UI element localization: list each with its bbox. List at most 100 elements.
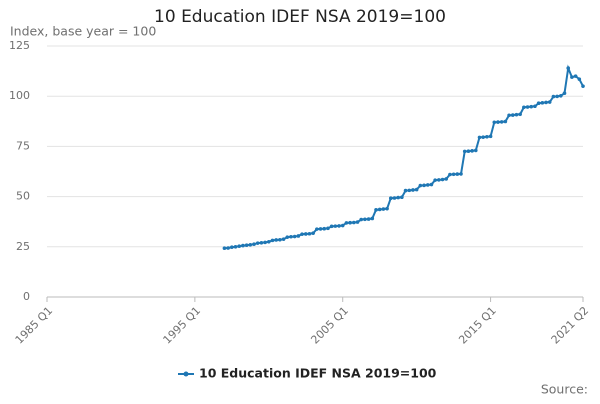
- point: [462, 149, 467, 154]
- x-tick-label: 2015 Q1: [456, 304, 499, 347]
- chart-title: 10 Education IDEF NSA 2019=100: [154, 7, 446, 27]
- point: [237, 244, 242, 248]
- x-tick-label: 1995 Q1: [161, 304, 204, 347]
- point: [470, 149, 474, 153]
- point: [359, 217, 364, 222]
- y-tick-label: 100: [9, 89, 30, 102]
- point: [407, 188, 412, 193]
- x-tick-label: 1985 Q1: [13, 304, 56, 347]
- point: [503, 119, 508, 124]
- point: [466, 149, 471, 154]
- point: [437, 178, 441, 182]
- point: [278, 237, 282, 242]
- point: [352, 220, 356, 225]
- point: [492, 120, 497, 125]
- point: [318, 227, 323, 231]
- point: [329, 224, 334, 229]
- point: [344, 221, 349, 225]
- source: Source:: [541, 382, 588, 397]
- point: [518, 112, 522, 117]
- point: [377, 207, 382, 212]
- point: [263, 240, 267, 245]
- point: [230, 245, 234, 250]
- point: [488, 134, 493, 139]
- point: [385, 206, 389, 211]
- point: [555, 94, 559, 99]
- point: [451, 172, 456, 177]
- point: [440, 177, 445, 182]
- point: [536, 101, 541, 106]
- legend-label: 10 Education IDEF NSA 2019=100: [199, 366, 437, 381]
- point: [547, 100, 552, 104]
- point: [422, 183, 426, 188]
- point: [388, 196, 393, 201]
- point: [559, 93, 563, 98]
- point: [303, 232, 308, 236]
- point: [226, 246, 230, 250]
- point: [270, 238, 275, 243]
- point: [355, 220, 360, 224]
- point: [241, 243, 245, 248]
- point: [255, 241, 260, 245]
- point: [285, 235, 290, 239]
- point: [311, 231, 315, 235]
- point: [400, 195, 404, 200]
- point: [414, 187, 419, 192]
- point: [370, 216, 375, 221]
- point: [481, 135, 485, 139]
- y-axis-label: Index, base year = 100: [10, 24, 156, 39]
- point: [573, 74, 578, 78]
- point: [581, 84, 585, 88]
- point: [340, 223, 345, 228]
- point: [448, 172, 452, 177]
- point: [577, 77, 582, 81]
- point: [266, 239, 271, 244]
- point: [392, 196, 397, 200]
- point: [459, 172, 463, 176]
- point: [259, 240, 264, 245]
- point: [485, 134, 489, 139]
- point: [381, 207, 386, 211]
- legend-marker: [183, 371, 189, 377]
- point: [396, 195, 400, 200]
- point: [514, 112, 519, 117]
- point: [499, 120, 504, 124]
- y-tick-label: 25: [16, 240, 30, 253]
- point: [507, 113, 511, 118]
- point: [477, 135, 482, 140]
- y-tick-label: 0: [23, 290, 30, 303]
- point: [403, 188, 408, 193]
- point: [540, 101, 545, 105]
- point: [348, 220, 352, 225]
- point: [429, 182, 434, 187]
- point: [533, 104, 537, 109]
- point: [529, 104, 534, 109]
- point: [455, 172, 460, 176]
- point: [337, 224, 341, 228]
- point: [562, 91, 567, 95]
- point: [366, 217, 371, 221]
- point: [510, 113, 515, 117]
- point: [289, 234, 293, 239]
- point: [307, 231, 312, 236]
- point: [244, 243, 249, 247]
- x-tick-label: 2021 Q2: [549, 304, 592, 347]
- point: [411, 188, 415, 192]
- point: [474, 148, 478, 153]
- point: [315, 227, 319, 231]
- point: [281, 237, 286, 241]
- point: [570, 75, 574, 79]
- point: [551, 94, 556, 99]
- point: [566, 66, 571, 70]
- line: [224, 64, 584, 250]
- y-tick-label: 125: [9, 39, 30, 52]
- point: [444, 177, 449, 181]
- point: [374, 208, 378, 212]
- x-tick-label: 2005 Q1: [308, 304, 351, 347]
- point: [300, 232, 304, 236]
- point: [418, 183, 423, 188]
- point: [496, 120, 500, 124]
- point: [433, 178, 437, 182]
- point: [333, 224, 338, 228]
